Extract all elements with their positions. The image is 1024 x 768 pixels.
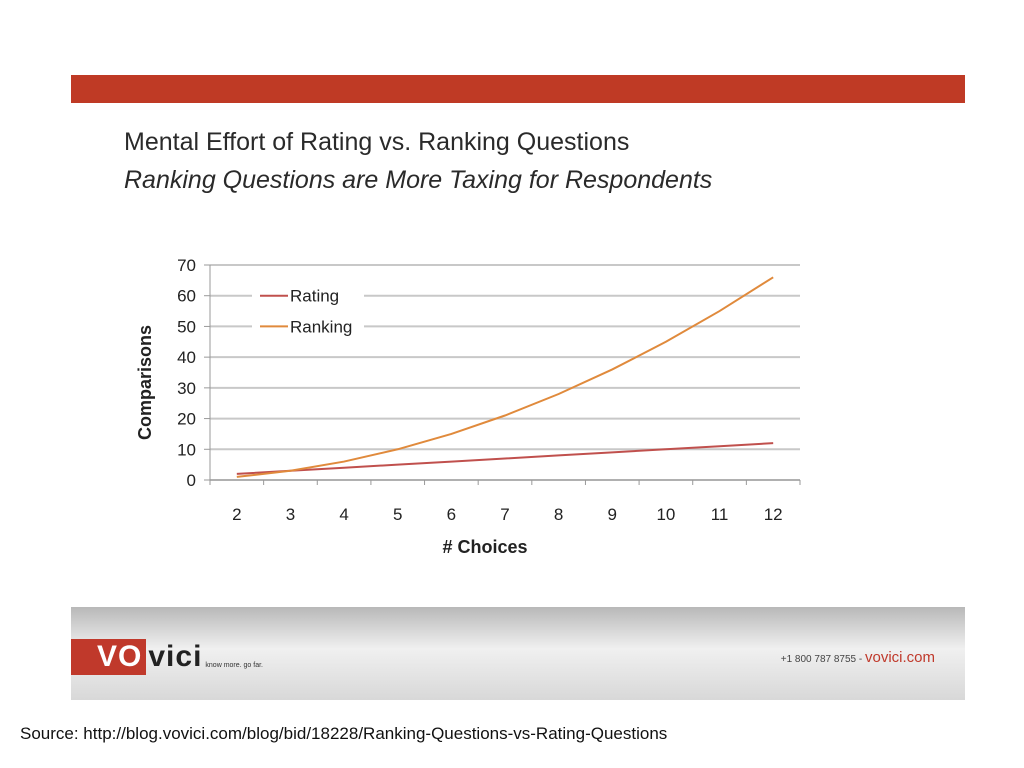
contact-info: +1 800 787 8755 - vovici.com — [781, 649, 935, 666]
vovici-logo: VO vici know more. go far. — [71, 639, 263, 675]
source-citation: Source: http://blog.vovici.com/blog/bid/… — [20, 724, 668, 743]
y-tick-label: 70 — [177, 256, 196, 275]
series-line-rating — [236, 442, 774, 475]
series-line-ranking — [236, 276, 774, 478]
slide-title: Mental Effort of Rating vs. Ranking Ques… — [124, 128, 630, 156]
y-tick-label: 40 — [177, 348, 196, 367]
legend-label: Rating — [290, 287, 339, 306]
legend-box — [252, 281, 364, 330]
phone-number: +1 800 787 8755 — [780, 654, 857, 665]
x-tick-label: 6 — [447, 505, 456, 524]
y-axis-label: Comparisons — [135, 325, 155, 440]
y-tick-label: 20 — [177, 410, 196, 429]
x-tick-label: 12 — [764, 505, 783, 524]
y-tick-label: 30 — [177, 379, 196, 398]
x-axis-label: # Choices — [442, 537, 527, 557]
logo-dark-part: vici — [148, 640, 203, 673]
x-tick-label: 2 — [232, 505, 241, 524]
logo-tagline: know more. go far. — [205, 662, 263, 669]
x-tick-label: 8 — [554, 505, 563, 524]
x-tick-label: 4 — [339, 505, 348, 524]
header-bar — [71, 75, 965, 103]
y-tick-label: 60 — [177, 287, 196, 306]
x-tick-label: 3 — [286, 505, 295, 524]
x-tick-label: 5 — [393, 505, 402, 524]
slide-subtitle: Ranking Questions are More Taxing for Re… — [124, 166, 713, 194]
y-tick-label: 50 — [177, 317, 196, 336]
y-tick-label: 10 — [177, 440, 196, 459]
line-chart: 0 10 20 30 40 50 60 70 2 3 4 5 6 7 8 9 10 11 12 # Choices Co… — [135, 256, 801, 557]
contact-separator: - — [856, 654, 865, 665]
x-tick-label: 9 — [608, 505, 617, 524]
x-tick-label: 10 — [656, 505, 675, 524]
x-tick-label: 11 — [711, 505, 729, 524]
logo-red-part: VO — [71, 639, 147, 675]
y-tick-label: 0 — [187, 471, 196, 490]
legend-label: Ranking — [290, 317, 352, 336]
x-tick-label: 7 — [500, 505, 509, 524]
footer-banner: VO vici know more. go far. +1 800 787 87… — [71, 607, 965, 700]
website-link[interactable]: vovici.com — [864, 649, 935, 666]
